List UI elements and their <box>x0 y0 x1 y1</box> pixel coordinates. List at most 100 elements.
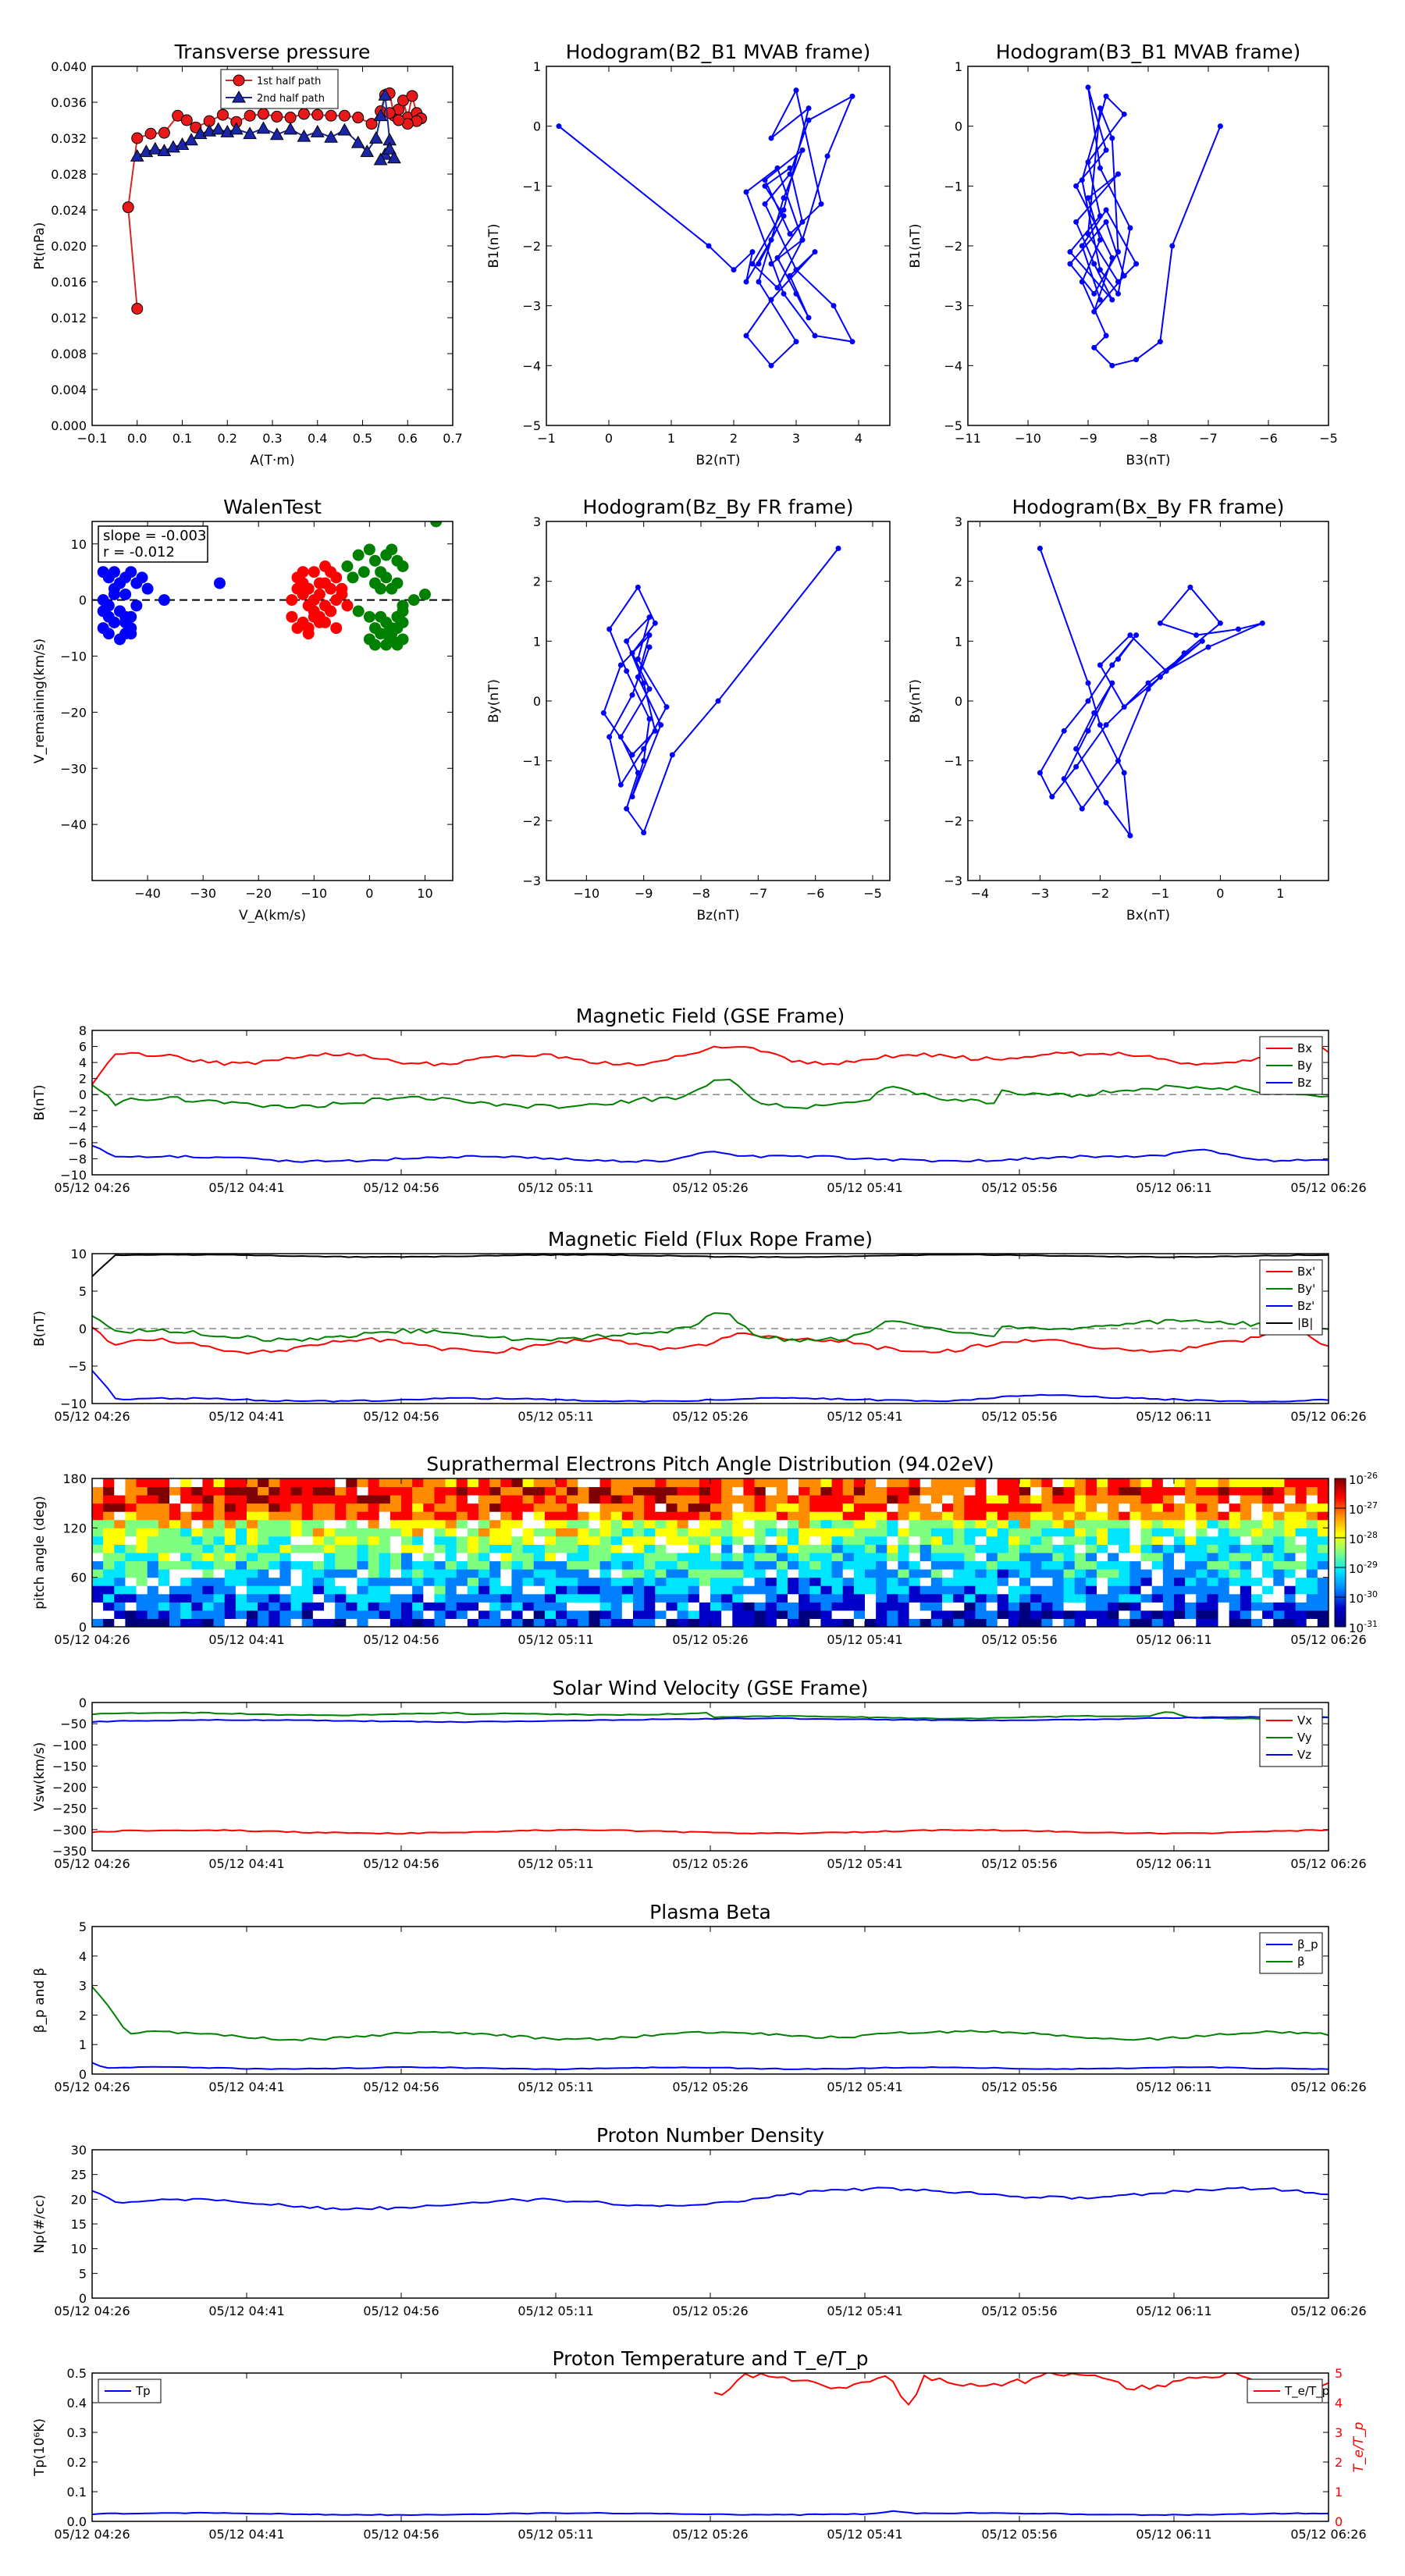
heatmap-cell <box>589 1478 601 1488</box>
heatmap-cell <box>898 1602 910 1611</box>
heatmap-cell <box>533 1593 546 1603</box>
heatmap-cell <box>235 1486 247 1496</box>
heatmap-cell <box>1218 1610 1230 1619</box>
data-point <box>624 806 630 812</box>
heatmap-cell <box>1008 1528 1020 1537</box>
heatmap-cell <box>247 1535 258 1545</box>
heatmap-cell <box>1262 1610 1274 1619</box>
heatmap-cell <box>876 1544 887 1553</box>
heatmap-cell <box>269 1560 280 1570</box>
heatmap-cell <box>324 1602 336 1611</box>
heatmap-cell <box>831 1535 844 1545</box>
x-tick-label: −30 <box>190 886 216 901</box>
heatmap-cell <box>721 1519 733 1528</box>
y-tick-label: −50 <box>60 1717 87 1731</box>
heatmap-cell <box>202 1535 215 1545</box>
y-tick-label: 0 <box>79 1695 87 1710</box>
heatmap-cell <box>1251 1560 1263 1570</box>
stats-r: r = -0.012 <box>103 544 175 560</box>
heatmap-cell <box>831 1602 844 1611</box>
heatmap-cell <box>1119 1511 1130 1521</box>
heatmap-cell <box>467 1610 479 1619</box>
data-point <box>1097 213 1103 219</box>
heatmap-cell <box>820 1610 833 1619</box>
heatmap-cell <box>799 1511 810 1521</box>
heatmap-cell <box>732 1585 744 1595</box>
heatmap-cell <box>942 1618 954 1628</box>
heatmap-cell <box>247 1495 258 1504</box>
heatmap-cell <box>533 1511 546 1521</box>
data-point <box>397 605 409 617</box>
heatmap-cell <box>103 1503 115 1512</box>
heatmap-cell <box>788 1478 799 1488</box>
heatmap-cell <box>743 1585 756 1595</box>
heatmap-cell <box>853 1478 866 1488</box>
heatmap-cell <box>1052 1528 1065 1537</box>
heatmap-cell <box>887 1577 898 1586</box>
heatmap-cell <box>213 1610 226 1619</box>
heatmap-cell <box>831 1478 844 1488</box>
heatmap-cell <box>578 1544 589 1553</box>
heatmap-cell <box>1185 1495 1197 1504</box>
heatmap-cell <box>235 1503 247 1512</box>
heatmap-cell <box>1295 1511 1307 1521</box>
heatmap-cell <box>788 1593 799 1603</box>
heatmap-cell <box>633 1585 645 1595</box>
x-tick-label: −7 <box>1199 431 1218 446</box>
heatmap-cell <box>247 1544 258 1553</box>
heatmap-cell <box>710 1610 722 1619</box>
heatmap-cell <box>610 1486 623 1496</box>
heatmap-cell <box>909 1610 921 1619</box>
heatmap-cell <box>401 1553 413 1562</box>
heatmap-cell <box>578 1535 589 1545</box>
heatmap-cell <box>909 1544 921 1553</box>
heatmap-cell <box>1052 1519 1065 1528</box>
heatmap-cell <box>478 1618 490 1628</box>
data-point <box>1157 674 1163 680</box>
heatmap-cell <box>919 1528 932 1537</box>
heatmap-cell <box>1119 1495 1130 1504</box>
heatmap-cell <box>599 1495 612 1504</box>
heatmap-cell <box>964 1495 976 1504</box>
heatmap-cell <box>247 1511 258 1521</box>
heatmap-cell <box>610 1495 623 1504</box>
heatmap-cell <box>621 1478 634 1488</box>
heatmap-cell <box>710 1577 722 1586</box>
heatmap-cell <box>522 1618 535 1628</box>
heatmap-cell <box>589 1585 601 1595</box>
heatmap-cell <box>125 1519 137 1528</box>
heatmap-cell <box>1262 1528 1274 1537</box>
heatmap-cell <box>1185 1618 1197 1628</box>
heatmap-cell <box>544 1519 557 1528</box>
heatmap-cell <box>1140 1577 1153 1586</box>
y-tick-label: −1 <box>522 754 541 769</box>
heatmap-cell <box>589 1602 601 1611</box>
heatmap-cell <box>489 1560 501 1570</box>
data-point <box>824 153 831 159</box>
heatmap-cell <box>919 1544 932 1553</box>
heatmap-cell <box>842 1610 855 1619</box>
heatmap-cell <box>986 1577 998 1586</box>
heatmap-cell <box>1251 1478 1263 1488</box>
heatmap-cell <box>158 1544 170 1553</box>
heatmap-cell <box>158 1519 170 1528</box>
heatmap-cell <box>732 1569 744 1578</box>
heatmap-cell <box>136 1610 148 1619</box>
heatmap-cell <box>1129 1602 1142 1611</box>
heatmap-cell <box>853 1535 866 1545</box>
x-tick-label: 05/12 04:41 <box>208 1409 284 1424</box>
heatmap-cell <box>820 1544 833 1553</box>
heatmap-cell <box>909 1618 921 1628</box>
heatmap-cell <box>997 1544 1009 1553</box>
data-point <box>363 543 375 556</box>
heatmap-cell <box>1295 1478 1307 1488</box>
heatmap-cell <box>335 1618 347 1628</box>
heatmap-cell <box>511 1495 524 1504</box>
heatmap-cell <box>445 1569 457 1578</box>
heatmap-cell <box>389 1602 402 1611</box>
heatmap-cell <box>1108 1569 1119 1578</box>
plot-frame <box>91 1030 1329 1176</box>
data-point <box>1103 219 1109 225</box>
heatmap-cell <box>533 1560 546 1570</box>
